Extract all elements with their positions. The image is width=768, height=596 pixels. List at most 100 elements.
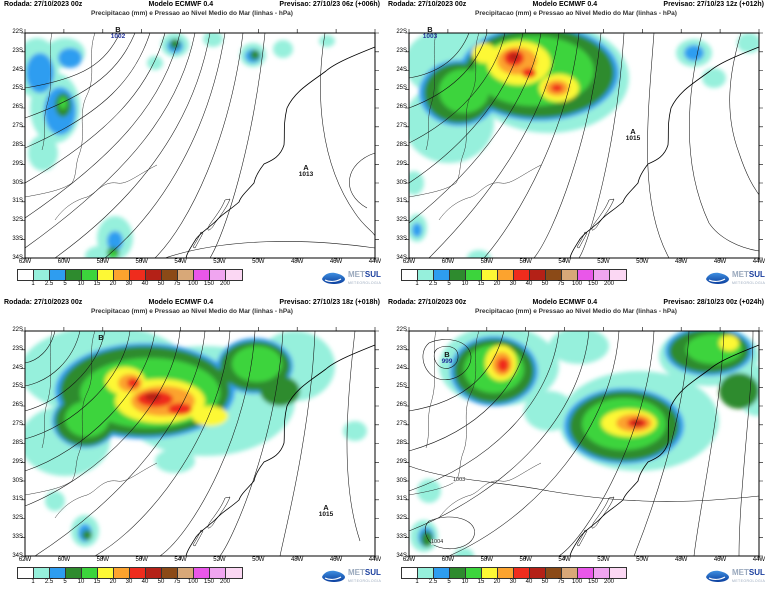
lat-tick-label: 26S [12,402,23,409]
scale-value: 50 [541,281,549,287]
scale-value: 10 [461,579,469,585]
scale-value: 150 [587,281,598,287]
scale-value: 30 [509,281,517,287]
lat-tick-label: 24S [12,66,23,73]
scale-swatch [562,568,578,578]
precip-color-scale [401,567,627,579]
scale-swatch [610,270,626,280]
lat-tick-label: 30S [12,179,23,186]
panel-header: Rodada: 27/10/2023 00z Modelo ECMWF 0.4 … [4,1,380,8]
lat-tick-label: 34S [12,552,23,559]
scale-swatch [418,568,434,578]
scale-value: 40 [525,579,533,585]
panel-header: Rodada: 27/10/2023 00z Modelo ECMWF 0.4 … [388,1,764,8]
model-name: Modelo ECMWF 0.4 [148,299,214,306]
latitude-axis: 22S 23S 24S 25S 26S 27S 28S 29S 30S 31S 32S 33S 34S [2,29,23,262]
scale-value: 1 [31,281,35,287]
lat-tick-label: 31S [396,496,407,503]
precip-scale-values: 1 2.5 5 10 15 20 30 40 50 75 100 150 200 [25,281,233,287]
scale-swatch [498,270,514,280]
forecast-timestamp: Previsao: 27/10/23 06z (+006h) [279,1,380,8]
scale-value: 150 [203,579,214,585]
scale-swatch [402,270,418,280]
scale-swatch [82,270,98,280]
scale-value: 5 [447,579,451,585]
scale-value: 50 [157,281,165,287]
scale-swatch [482,270,498,280]
lat-tick-label: 27S [12,421,23,428]
logo-text-met: MET [348,568,365,577]
lat-tick-label: 33S [12,236,23,243]
scale-swatch [530,568,546,578]
scale-swatch [546,270,562,280]
map-title: Precipitacao (mm) e Pressao ao Nivel Med… [91,10,293,17]
precipitation-shading [410,331,759,556]
weather-map: B 1003 A 1015 [401,25,767,266]
scale-swatch [226,270,242,280]
lat-tick-label: 24S [396,364,407,371]
isobars [25,33,375,258]
lat-tick-label: 22S [12,29,23,35]
scale-swatch [34,270,50,280]
lat-tick-label: 34S [396,552,407,559]
metsul-logo: METSUL METEOROLOGIA [320,266,382,290]
scale-value: 200 [603,281,614,287]
logo-text-sul: SUL [748,270,765,279]
lat-tick-label: 23S [396,345,407,352]
lat-tick-label: 29S [12,160,23,167]
scale-swatch [210,270,226,280]
run-timestamp: Rodada: 27/10/2023 00z [4,1,83,8]
lat-tick-label: 27S [396,123,407,130]
scale-value: 100 [187,281,198,287]
run-timestamp: Rodada: 27/10/2023 00z [4,299,83,306]
forecast-panel-012h: Rodada: 27/10/2023 00z Modelo ECMWF 0.4 … [384,0,768,298]
lat-tick-label: 33S [12,534,23,541]
scale-value: 15 [93,281,101,287]
forecast-timestamp: Previsao: 27/10/23 18z (+018h) [279,299,380,306]
scale-value: 10 [461,281,469,287]
scale-swatch [562,270,578,280]
logo-text-sul: SUL [364,270,381,279]
lat-tick-label: 34S [396,254,407,261]
scale-swatch [418,270,434,280]
scale-swatch [98,270,114,280]
map-canvas [404,28,764,263]
panel-header: Rodada: 27/10/2023 00z Modelo ECMWF 0.4 … [4,299,380,306]
precipitation-shading [25,33,335,258]
metsul-swoosh-icon [706,272,729,284]
lat-tick-label: 31S [396,198,407,205]
lat-tick-label: 30S [396,179,407,186]
lat-tick-label: 30S [12,477,23,484]
scale-swatch [210,568,226,578]
scale-value: 50 [541,579,549,585]
latitude-axis: 22S 23S 24S 25S 26S 27S 28S 29S 30S 31S 32S 33S 34S [2,327,23,560]
scale-value: 150 [587,579,598,585]
lat-tick-label: 22S [396,29,407,35]
forecast-panel-018h: Rodada: 27/10/2023 00z Modelo ECMWF 0.4 … [0,298,384,596]
scale-value: 1 [415,281,419,287]
logo-text-met: MET [732,568,749,577]
lat-tick-label: 27S [396,421,407,428]
lat-tick-label: 22S [396,327,407,333]
scale-value: 2.5 [44,281,54,287]
lat-tick-label: 28S [396,141,407,148]
scale-value: 15 [477,281,485,287]
scale-value: 200 [603,579,614,585]
lat-tick-label: 25S [12,85,23,92]
lat-tick-label: 23S [396,47,407,54]
scale-value: 75 [173,579,181,585]
lat-tick-label: 33S [396,534,407,541]
precip-scale-values: 1 2.5 5 10 15 20 30 40 50 75 100 150 200 [409,579,617,585]
scale-value: 100 [571,281,582,287]
logo-text-met: MET [732,270,749,279]
metsul-logo: METSUL METEOROLOGIA [704,564,766,588]
map-canvas [404,326,764,561]
high-pressure-center: A 1013 [298,163,314,178]
scale-value: 100 [187,579,198,585]
weather-map: B 1002 A 1013 [17,25,383,266]
scale-swatch [146,270,162,280]
lat-tick-label: 24S [396,66,407,73]
scale-value: 2.5 [428,579,438,585]
lat-tick-label: 32S [396,515,407,522]
